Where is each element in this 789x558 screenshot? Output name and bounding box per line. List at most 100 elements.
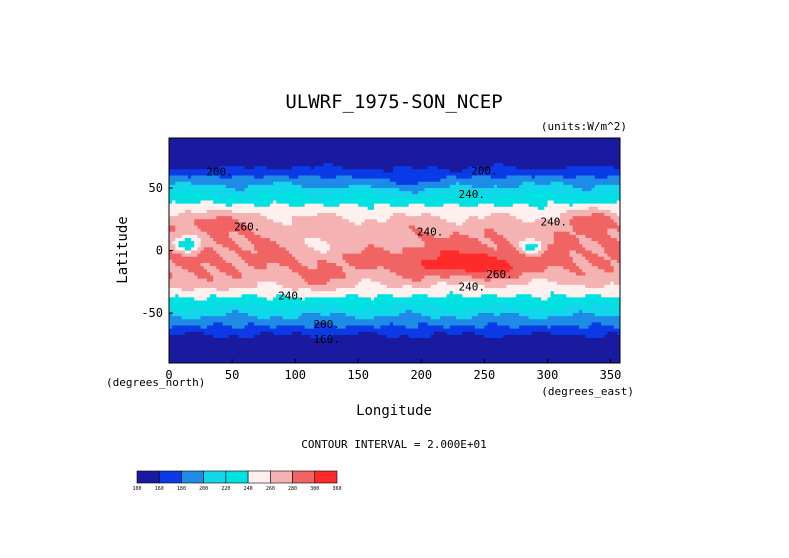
field-cell: [304, 231, 309, 236]
field-cell: [383, 231, 388, 236]
field-cell: [254, 222, 258, 226]
field-cell: [541, 197, 545, 201]
field-cell: [288, 147, 293, 151]
field-cell: [459, 241, 463, 245]
field-cell: [169, 144, 173, 148]
field-cell: [175, 222, 179, 226]
field-cell: [594, 234, 599, 239]
field-cell: [232, 191, 236, 195]
field-cell: [228, 156, 233, 161]
field-cell: [459, 244, 463, 248]
field-cell: [206, 138, 211, 142]
field-cell: [506, 213, 511, 217]
field-cell: [560, 169, 564, 173]
field-cell: [465, 191, 470, 195]
field-cell: [503, 138, 507, 142]
field-cell: [506, 209, 511, 214]
field-cell: [178, 206, 183, 211]
field-cell: [292, 203, 296, 208]
field-cell: [547, 234, 552, 239]
field-cell: [430, 206, 435, 211]
field-cell: [484, 216, 488, 220]
field-cell: [591, 166, 596, 170]
field-cell: [389, 191, 394, 195]
field-cell: [206, 175, 211, 180]
field-cell: [601, 153, 605, 158]
field-cell: [225, 153, 230, 158]
field-cell: [446, 181, 451, 186]
field-cell: [408, 234, 413, 239]
field-cell: [588, 216, 593, 220]
field-cell: [260, 216, 265, 220]
field-cell: [219, 244, 224, 248]
field-cell: [427, 184, 432, 189]
field-cell: [235, 138, 239, 142]
field-cell: [333, 156, 337, 161]
field-cell: [396, 141, 400, 145]
field-cell: [241, 163, 246, 167]
field-cell: [585, 169, 589, 173]
field-cell: [582, 184, 586, 189]
field-cell: [493, 213, 498, 217]
field-cell: [519, 244, 523, 248]
field-cell: [597, 194, 602, 198]
field-cell: [591, 141, 596, 145]
field-cell: [449, 222, 454, 226]
field-cell: [563, 200, 567, 205]
field-cell: [213, 200, 217, 205]
field-cell: [276, 141, 280, 145]
field-cell: [213, 222, 217, 226]
field-cell: [203, 219, 208, 223]
field-cell: [222, 231, 227, 236]
field-cell: [228, 172, 233, 176]
field-cell: [298, 181, 302, 186]
field-cell: [219, 172, 224, 176]
field-cell: [314, 184, 318, 189]
field-cell: [607, 150, 611, 155]
field-cell: [597, 181, 602, 186]
field-cell: [304, 184, 309, 189]
field-cell: [446, 206, 451, 211]
field-cell: [241, 141, 246, 145]
field-cell: [604, 175, 608, 180]
field-cell: [377, 144, 381, 148]
field-cell: [336, 156, 340, 161]
field-cell: [522, 191, 526, 195]
field-cell: [493, 178, 498, 183]
field-cell: [269, 159, 274, 164]
field-cell: [320, 138, 324, 142]
field-cell: [411, 191, 416, 195]
field-cell: [440, 144, 444, 148]
field-cell: [269, 209, 274, 214]
field-cell: [377, 141, 381, 145]
field-cell: [522, 138, 526, 142]
field-cell: [519, 175, 523, 180]
field-cell: [266, 169, 271, 173]
field-cell: [616, 150, 620, 155]
field-cell: [560, 144, 564, 148]
field-cell: [307, 222, 312, 226]
field-cell: [266, 188, 271, 192]
field-cell: [219, 191, 224, 195]
field-cell: [339, 141, 343, 145]
field-cell: [459, 234, 463, 239]
field-cell: [544, 203, 548, 208]
field-cell: [509, 175, 514, 180]
field-cell: [323, 178, 328, 183]
field-cell: [528, 234, 533, 239]
field-cell: [585, 216, 589, 220]
field-cell: [288, 241, 293, 245]
field-cell: [228, 194, 233, 198]
field-cell: [405, 184, 410, 189]
field-cell: [569, 166, 574, 170]
field-cell: [597, 153, 602, 158]
field-cell: [295, 200, 299, 205]
field-cell: [440, 209, 444, 214]
field-cell: [273, 206, 277, 211]
field-cell: [175, 159, 179, 164]
field-cell: [449, 219, 454, 223]
field-cell: [569, 241, 574, 245]
field-cell: [222, 138, 227, 142]
field-cell: [560, 175, 564, 180]
field-cell: [471, 200, 476, 205]
